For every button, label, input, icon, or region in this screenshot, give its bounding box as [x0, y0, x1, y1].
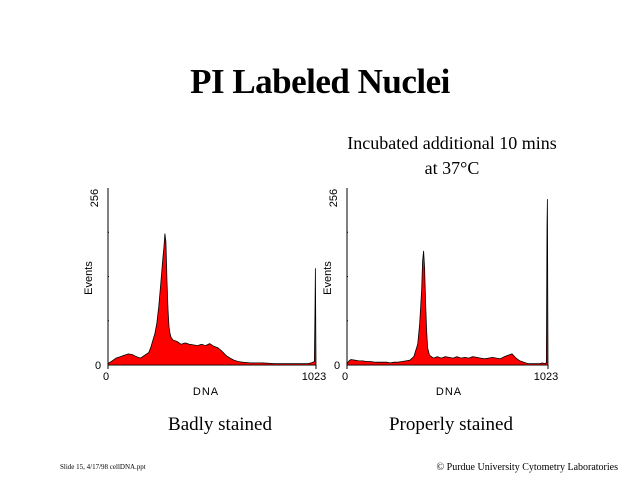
caption-properly-stained: Properly stained — [388, 414, 513, 435]
properly-y-tick-label-max: 256 — [328, 189, 340, 207]
badly-histogram-area — [107, 233, 317, 366]
subtitle-line-1: Incubated additional 10 mins — [347, 133, 557, 153]
badly-x-tick-label-max: 1023 — [302, 371, 326, 383]
properly-x-axis-label: DNA — [436, 386, 462, 398]
properly-histogram-area — [346, 199, 549, 366]
slide-title: PI Labeled Nuclei — [190, 62, 450, 101]
badly-x-axis-label: DNA — [193, 386, 219, 398]
badly-y-tick-label-max: 256 — [89, 189, 101, 207]
properly-y-axis-label: Events — [322, 261, 334, 295]
badly-y-axis-label: Events — [83, 261, 95, 295]
subtitle-line-2: at 37°C — [424, 158, 480, 178]
properly-y-tick-label-min: 0 — [334, 360, 340, 372]
copyright-footer: © Purdue University Cytometry Laboratori… — [436, 462, 618, 473]
badly-x-tick-label-min: 0 — [103, 371, 109, 383]
slide-footer-note: Slide 15, 4/17/98 cellDNA.ppt — [60, 463, 146, 471]
properly-x-tick-label-max: 1023 — [534, 371, 558, 383]
badly-y-tick-label-min: 0 — [95, 360, 101, 372]
caption-badly-stained: Badly stained — [168, 414, 272, 435]
chart-subtitle: Incubated additional 10 mins at 37°C — [332, 131, 572, 181]
properly-x-tick-label-min: 0 — [342, 371, 348, 383]
